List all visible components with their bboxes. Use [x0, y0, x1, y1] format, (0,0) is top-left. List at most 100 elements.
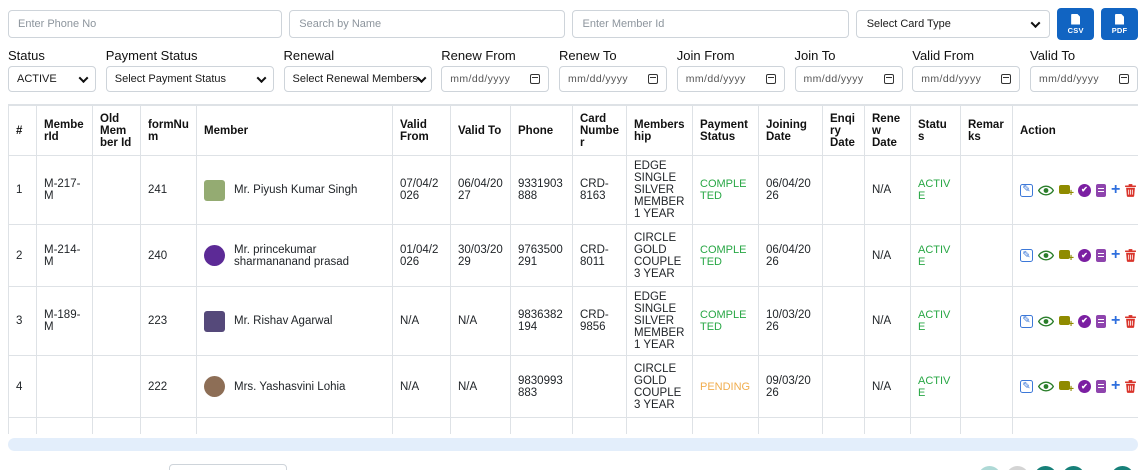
cell-member: Mr. Rishav Agarwal — [196, 286, 393, 356]
card-type-select[interactable]: Select Card Type — [855, 10, 1051, 38]
cell-num: 4 — [8, 355, 37, 418]
member-name: Mrs. Yashasvini Lohia — [234, 380, 346, 393]
renewal-select[interactable]: Select Renewal Members — [283, 66, 432, 92]
calendar-icon — [1001, 74, 1012, 84]
member-id-search-input[interactable] — [572, 10, 849, 38]
cell-phone: 9836382194 — [510, 286, 573, 356]
card-add-icon[interactable]: + — [1059, 315, 1074, 329]
edit-icon[interactable]: ✎ — [1020, 183, 1033, 197]
col-header-form-num: formNum — [140, 105, 197, 156]
date-value: mm/dd/yyyy — [803, 73, 864, 85]
join-to-date-input[interactable]: mm/dd/yyyy — [794, 66, 903, 92]
avatar — [204, 179, 225, 201]
cell-valid-to: 06/04/2027 — [450, 155, 511, 225]
valid-from-date-input[interactable]: mm/dd/yyyy — [912, 66, 1021, 92]
table-row: CRD- EDGE SILVER ✎ + ✔ + — [8, 417, 1138, 434]
cell-card-number — [572, 355, 627, 418]
cell-valid-to: 30/03/2029 — [450, 224, 511, 287]
cell-remarks — [960, 355, 1013, 418]
add-icon[interactable]: + — [1111, 377, 1121, 395]
card-add-icon[interactable]: + — [1059, 184, 1074, 198]
status-select[interactable]: ACTIVE — [8, 66, 96, 92]
csv-export-button[interactable]: CSV — [1057, 8, 1095, 40]
document-icon[interactable] — [1096, 314, 1106, 328]
document-icon[interactable] — [1096, 183, 1106, 197]
filter-label: Renew From — [441, 48, 516, 63]
add-icon[interactable]: + — [1111, 180, 1121, 198]
verified-icon[interactable]: ✔ — [1078, 183, 1091, 197]
col-header-valid-to: Valid To — [450, 105, 511, 156]
cell-remarks — [960, 286, 1013, 356]
file-icon — [1115, 13, 1125, 25]
cell-remarks — [960, 155, 1013, 225]
verified-icon[interactable]: ✔ — [1078, 314, 1091, 328]
member-name: Mr. Rishav Agarwal — [234, 315, 333, 327]
cell-member-id: M-189-M — [36, 286, 93, 356]
view-icon[interactable] — [1038, 184, 1054, 196]
status-badge: ACTIVE — [918, 243, 951, 268]
member-name: Mr. Piyush Kumar Singh — [234, 184, 358, 196]
cell-payment-status: COMPLETED — [692, 224, 759, 287]
cell-enqiry-date — [822, 355, 865, 418]
delete-icon[interactable] — [1125, 183, 1137, 197]
cell-member: Mrs. Yashasvini Lohia — [196, 355, 393, 418]
cell-old-member-id — [92, 355, 141, 418]
pagination-page-2[interactable]: 2 — [1033, 465, 1057, 470]
renew-from-date-input[interactable]: mm/dd/yyyy — [441, 66, 550, 92]
delete-icon[interactable] — [1125, 380, 1137, 393]
cell-status — [910, 417, 961, 434]
verified-icon[interactable]: ✔ — [1078, 249, 1091, 262]
status-badge: ACTIVE — [918, 309, 951, 333]
cell-action: ✎ + ✔ + — [1012, 224, 1138, 287]
verified-icon[interactable]: ✔ — [1078, 380, 1091, 393]
cell-member-id — [36, 417, 93, 434]
valid-to-date-input[interactable]: mm/dd/yyyy — [1030, 66, 1138, 92]
col-header-payment-status: Payment Status — [692, 105, 759, 156]
phone-search-input[interactable] — [8, 10, 283, 38]
add-icon[interactable]: + — [1111, 311, 1121, 329]
edit-icon[interactable]: ✎ — [1020, 314, 1033, 328]
cell-member-id: M-217-M — [36, 155, 93, 225]
view-icon[interactable] — [1038, 250, 1054, 261]
horizontal-scrollbar[interactable] — [8, 438, 1138, 451]
name-search-input[interactable] — [289, 10, 566, 38]
filter-label: Join To — [794, 48, 836, 63]
filter-valid-from: Valid From mm/dd/yyyy — [912, 48, 1021, 92]
view-icon[interactable] — [1038, 381, 1054, 392]
edit-icon[interactable]: ✎ — [1020, 380, 1033, 393]
col-header-remarks: Remarks — [960, 105, 1013, 156]
page-size-select[interactable]: 10 — [168, 464, 287, 470]
renew-to-date-input[interactable]: mm/dd/yyyy — [559, 66, 667, 92]
card-add-icon[interactable]: + — [1059, 380, 1074, 395]
document-icon[interactable] — [1096, 249, 1106, 262]
pdf-export-button[interactable]: PDF — [1101, 8, 1138, 40]
table-row: 4 222 Mrs. Yashasvini Lohia N/A N/A 9830… — [8, 355, 1138, 418]
edit-icon[interactable]: ✎ — [1020, 249, 1033, 262]
view-icon[interactable] — [1038, 315, 1054, 327]
col-header-status: Status — [910, 105, 961, 156]
join-from-date-input[interactable]: mm/dd/yyyy — [676, 66, 785, 92]
cell-form-num: 222 — [140, 355, 197, 418]
cell-old-member-id — [92, 417, 141, 434]
delete-icon[interactable] — [1125, 314, 1137, 328]
filter-join-to: Join To mm/dd/yyyy — [794, 48, 903, 92]
cell-renew-date — [864, 417, 911, 434]
pagination-page-3[interactable]: 3 — [1061, 465, 1085, 470]
payment-status-select[interactable]: Select Payment Status — [105, 66, 274, 92]
cell-old-member-id — [92, 155, 141, 225]
delete-icon[interactable] — [1125, 249, 1137, 262]
pagination-prev-button[interactable]: ‹ — [977, 465, 1001, 470]
pagination-page-1[interactable]: 1 — [1005, 465, 1029, 470]
col-header-valid-from: Valid From — [392, 105, 451, 156]
pagination-next-button[interactable]: › — [1111, 465, 1134, 470]
col-header-action: Action — [1012, 105, 1138, 156]
filter-label: Valid From — [912, 48, 975, 63]
add-icon[interactable]: + — [1111, 246, 1121, 264]
date-value: mm/dd/yyyy — [1039, 73, 1100, 85]
cell-enqiry-date — [822, 417, 865, 434]
document-icon[interactable] — [1096, 380, 1106, 393]
card-add-icon[interactable]: + — [1059, 249, 1074, 264]
cell-renew-date: N/A — [864, 286, 911, 356]
renewal-value: Select Renewal Members — [292, 73, 418, 85]
